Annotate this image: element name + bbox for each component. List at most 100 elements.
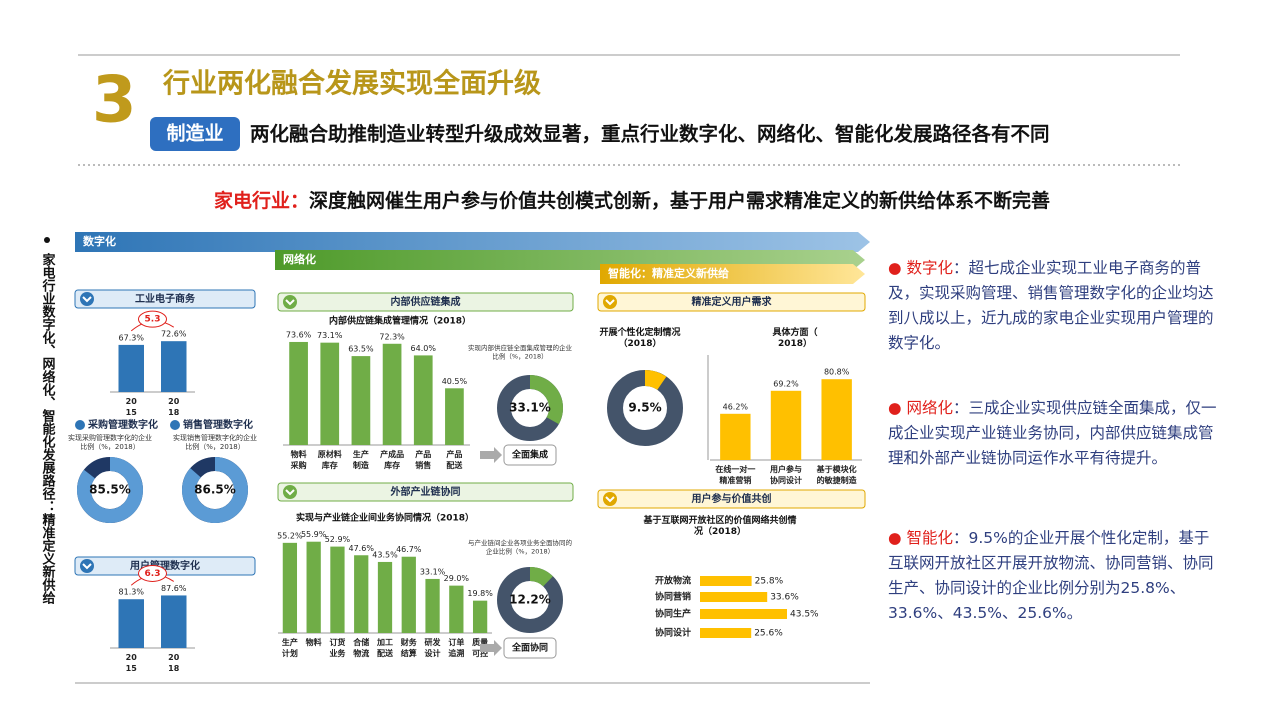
section-chevron: [82, 563, 92, 570]
annotation-badge: [138, 564, 167, 582]
category-label: 产成品库存: [380, 449, 404, 470]
caption-title: 全面集成: [511, 449, 548, 461]
side-bullet: [44, 237, 50, 243]
category-label: 协同生产: [655, 608, 691, 620]
stage-arrow: [600, 264, 865, 284]
badge: 制造业: [166, 122, 223, 145]
category-label: 生产制造: [353, 449, 369, 470]
category-label: 物料采购: [290, 449, 307, 470]
value-label: 73.6%: [286, 330, 312, 339]
bar: [118, 344, 144, 392]
value-label: 25.6%: [754, 629, 783, 639]
donut-value: 9.5%: [628, 401, 661, 415]
bar: [425, 578, 440, 633]
bar: [351, 356, 371, 445]
section-chevron: [605, 299, 615, 306]
section-box: [74, 289, 256, 309]
category-label: 订货业务: [329, 637, 346, 658]
section-icon: [80, 292, 94, 306]
caption: 内部供应链集成管理情况（2018）: [329, 315, 471, 327]
section-chevron: [285, 489, 295, 496]
note: ● 数字化：超七成企业实现工业电子商务的普及，实现采购管理、销售管理数字化的企业…: [888, 259, 1214, 352]
donut-value: 86.5%: [194, 483, 236, 497]
section-chevron: [605, 496, 615, 503]
caption-box: [503, 637, 557, 659]
bar: [354, 555, 369, 633]
value-label: 80.8%: [824, 368, 850, 377]
section-chevron: [285, 299, 295, 306]
bar: [377, 561, 393, 633]
note-label: 网络化: [906, 399, 953, 417]
value-label: 29.0%: [444, 574, 470, 583]
value-label: 43.5%: [372, 550, 398, 559]
category-label: 20 15: [126, 397, 138, 417]
donut-title: 销售管理数字化: [183, 418, 253, 431]
stage-label: 网络化: [283, 252, 316, 266]
value-label: 63.5%: [348, 345, 374, 354]
donut-value: 12.2%: [509, 593, 551, 607]
category-label: 物料: [306, 637, 322, 647]
note: ● 智能化：9.5%的企业开展个性化定制，基于互联网开放社区开展开放物流、协同营…: [888, 529, 1214, 622]
bar: [770, 390, 802, 460]
donut-arc: [77, 457, 143, 523]
bar: [161, 341, 187, 392]
category-label: 开放物流: [655, 575, 691, 587]
value-label: 87.6%: [161, 584, 187, 593]
value-label: 81.3%: [119, 588, 145, 597]
category-label: 用户参与协同设计: [769, 464, 802, 485]
category-label: 生产计划: [282, 637, 298, 658]
value-label: 33.1%: [420, 567, 446, 576]
title: 行业两化融合发展实现全面升级: [162, 68, 541, 100]
category-label: 协同设计: [655, 627, 691, 639]
category-label: 财务结算: [400, 637, 418, 658]
section-box: [597, 292, 866, 312]
note-text: ：9.5%的企业开展个性化定制，基于互联网开放社区开展开放物流、协同营销、协同生…: [888, 529, 1214, 622]
donut-arc: [529, 567, 553, 587]
bar: [700, 592, 768, 602]
section-title: 工业电子商务: [135, 292, 196, 305]
category-label: 订单追溯: [448, 637, 464, 658]
category-label: 合储物流: [352, 637, 369, 658]
donut-value: 85.5%: [89, 483, 131, 497]
section-icon: [283, 295, 297, 309]
value-label: 69.2%: [773, 379, 799, 388]
section-icon: [283, 485, 297, 499]
donut-title: 采购管理数字化: [87, 418, 158, 431]
category-label: 产品销售: [415, 449, 431, 470]
caption: 实现与产业链企业间业务协同情况（2018）: [296, 512, 474, 524]
bar: [330, 546, 345, 633]
value-label: 73.1%: [317, 331, 343, 340]
value-label: 40.5%: [442, 377, 468, 386]
donut-arc: [182, 457, 248, 523]
category-label: 协同营销: [655, 591, 691, 603]
annotation: 5.3: [145, 315, 161, 325]
category-label: 20 15: [126, 653, 138, 673]
label-icon: [75, 420, 85, 430]
section-title: 用户参与价值共创: [691, 492, 772, 505]
bar: [282, 542, 298, 633]
caption-box: [503, 444, 557, 466]
value-label: 52.9%: [325, 535, 351, 544]
label-icon: [170, 420, 180, 430]
annotation-badge: [138, 310, 167, 328]
section-box: [597, 489, 866, 509]
caption: 具体方面（ 2018）: [771, 326, 817, 349]
category-label: 产品配送: [446, 449, 463, 470]
category-label: 质量可控: [472, 637, 488, 658]
bar: [306, 541, 321, 633]
caption: 基于互联网开放社区的价值网络共创情况（2018）: [642, 514, 796, 537]
section-icon: [603, 295, 617, 309]
headline-label: 家电行业：: [214, 189, 309, 212]
value-label: 55.9%: [301, 530, 327, 539]
caption-title: 全面协同: [511, 642, 548, 654]
section-box: [277, 292, 574, 312]
section-number: 3: [92, 64, 137, 138]
bar: [320, 342, 340, 445]
bar: [700, 609, 787, 619]
value-label: 47.6%: [349, 544, 375, 553]
section-chevron: [82, 296, 92, 303]
note-label: 数字化: [906, 259, 953, 277]
headline: 家电行业：深度触网催生用户参与价值共创模式创新，基于用户需求精准定义的新供给体系…: [214, 189, 1050, 212]
headline-text: 深度触网催生用户参与价值共创模式创新，基于用户需求精准定义的新供给体系不断完善: [309, 189, 1050, 212]
